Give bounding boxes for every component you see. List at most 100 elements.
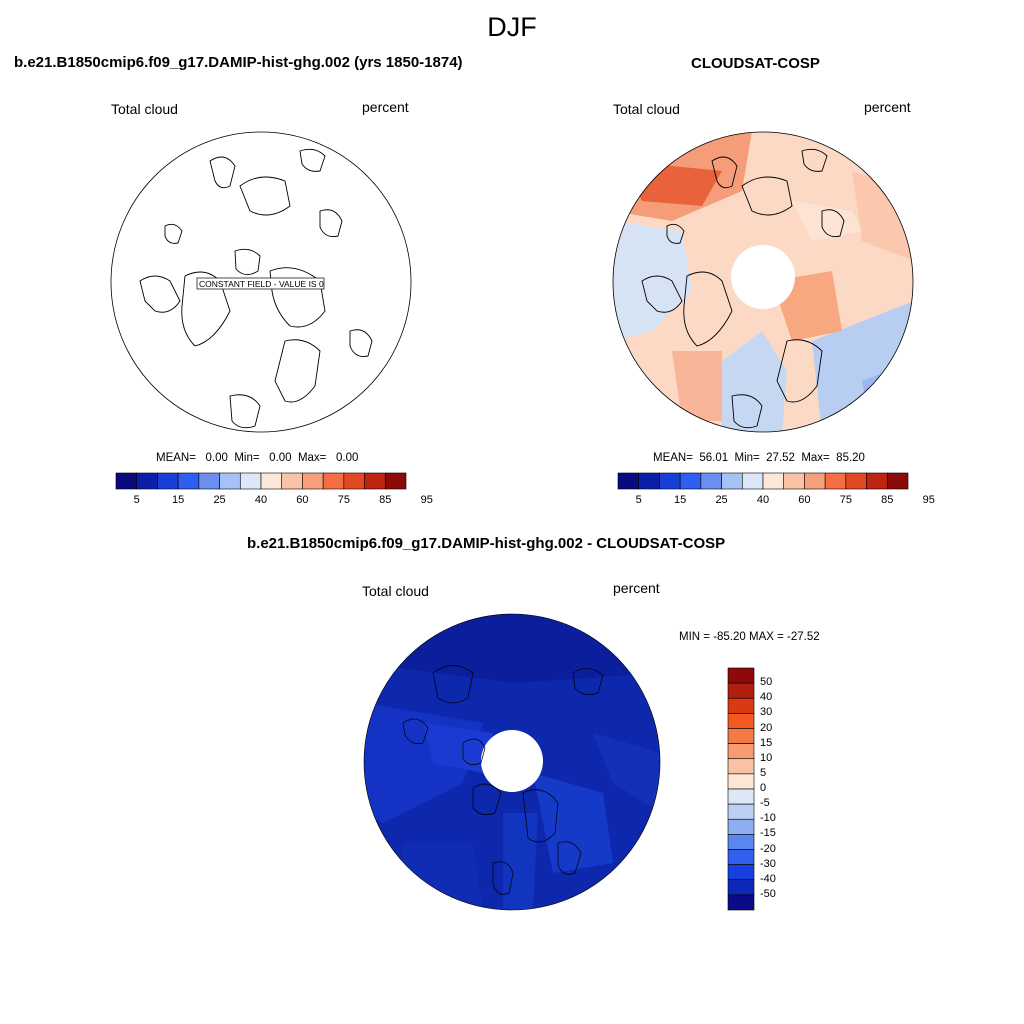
panel-left-colorbar-box xyxy=(364,472,386,490)
panel-diff-variable: Total cloud xyxy=(362,583,429,599)
panel-left-colorbar-tick-label: 25 xyxy=(213,494,226,506)
panel-left-colorbar-box xyxy=(157,472,179,490)
panel-left-colorbar-box xyxy=(322,472,345,490)
panel-diff-colorbar-tick-label: -10 xyxy=(760,812,776,825)
panel-left-colorbar-box xyxy=(260,472,283,490)
panel-diff-colorbar-box xyxy=(727,743,755,760)
page-title: DJF xyxy=(487,12,537,42)
panel-left-variable: Total cloud xyxy=(111,101,178,117)
panel-diff-colorbar-tick-label: 50 xyxy=(760,676,773,689)
panel-left-colorbar-tick-label: 75 xyxy=(337,494,350,506)
panel-right-units: percent xyxy=(864,99,911,115)
panel-right-variable: Total cloud xyxy=(613,101,680,117)
panel-left-colorbar-tick-label: 40 xyxy=(254,494,268,506)
panel-diff-colorbar-tick-label: -30 xyxy=(760,857,776,870)
panel-left-coastlines xyxy=(139,148,373,429)
panel-left-colorbar-box xyxy=(343,472,365,490)
panel-right-map xyxy=(612,131,914,433)
panel-right-colorbar-tick-label: 60 xyxy=(798,494,811,506)
panel-diff-map xyxy=(363,613,661,911)
panel-right-colorbar-box xyxy=(762,472,785,490)
panel-diff-colorbar-box xyxy=(727,682,755,699)
panel-diff-colorbar-tick-label: -50 xyxy=(760,887,776,900)
panel-diff-colorbar-box xyxy=(727,773,755,790)
panel-right-colorbar-box xyxy=(617,472,640,490)
panel-diff-colorbar-tick-label: 10 xyxy=(760,751,773,764)
panel-diff-colorbar-box xyxy=(727,728,755,744)
panel-diff-coastlines xyxy=(402,665,604,895)
panel-right-colorbar-box xyxy=(659,472,681,490)
panel-right-colorbar-tick-label: 40 xyxy=(756,494,770,506)
panel-diff-colorbar-tick-label: 15 xyxy=(760,736,773,749)
panel-diff-colorbar-tick-label: -5 xyxy=(760,797,770,810)
panel-diff-colorbar-tick-label: 40 xyxy=(760,691,773,704)
panel-left-colorbar-tick-label: 95 xyxy=(420,494,433,506)
panel-left-units: percent xyxy=(362,99,409,115)
panel-left-colorbar-box xyxy=(302,472,324,490)
panel-diff-colorbar-tick-label: -20 xyxy=(760,842,776,855)
panel-right-colorbar-box xyxy=(845,472,867,490)
panel-diff-colorbar-box xyxy=(727,894,755,911)
panel-diff-colorbar-tick-label: -15 xyxy=(760,827,776,840)
panel-diff-colorbar-box xyxy=(727,758,755,775)
panel-left-map xyxy=(110,131,412,433)
panel-left-colorbar-box xyxy=(219,472,241,490)
panel-right-colorbar-tick-label: 25 xyxy=(715,494,728,506)
panel-right-colorbar-tick-label: 95 xyxy=(922,494,935,506)
panel-left-title: b.e21.B1850cmip6.f09_g17.DAMIP-hist-ghg.… xyxy=(14,54,463,71)
panel-diff-colorbar-box xyxy=(727,697,755,714)
panel-left-colorbar-tick-label: 60 xyxy=(296,494,309,506)
panel-diff-colorbar-tick-label: 5 xyxy=(760,766,767,779)
panel-left-colorbar-box xyxy=(136,472,158,490)
panel-diff-colorbar-tick-label: 0 xyxy=(760,782,767,794)
panel-diff-colorbar-box xyxy=(727,834,755,850)
panel-left-colorbar-box xyxy=(384,472,407,490)
panel-right-colorbar-box xyxy=(700,472,722,490)
panel-left-colorbar-tick-label: 85 xyxy=(379,494,392,506)
panel-left-colorbar-tick-label: 15 xyxy=(172,494,185,506)
panel-diff-colorbar-box xyxy=(727,667,755,684)
panel-diff-colorbar-box xyxy=(727,818,755,835)
panel-right-stats: MEAN= 56.01 Min= 27.52 Max= 85.20 xyxy=(653,452,865,464)
panel-right-colorbar-box xyxy=(638,472,660,490)
panel-diff-units: percent xyxy=(613,580,660,596)
panel-diff-colorbar-box xyxy=(727,713,755,729)
panel-right-colorbar-ticks: 5 15 25 40 60 75 85 95 xyxy=(618,494,935,508)
panel-right-coastlines xyxy=(641,148,845,429)
panel-left-colorbar-tick-label: 5 xyxy=(133,494,140,506)
panel-left-colorbar-box xyxy=(115,472,138,490)
panel-diff-minmax: MIN = -85.20 MAX = -27.52 xyxy=(679,631,820,643)
panel-diff-colorbar-box xyxy=(727,864,755,881)
panel-right-colorbar-tick-label: 5 xyxy=(635,494,642,506)
panel-diff-colorbar-tick-label: 30 xyxy=(760,706,773,719)
panel-right-colorbar-box xyxy=(783,472,805,490)
panel-diff-colorbar-box xyxy=(727,849,755,865)
panel-diff-colorbar-box xyxy=(727,803,755,820)
panel-left-stats: MEAN= 0.00 Min= 0.00 Max= 0.00 xyxy=(156,452,359,464)
panel-diff-colorbar-box xyxy=(727,788,755,805)
panel-diff-colorbar-tick-label: 20 xyxy=(760,721,773,734)
panel-diff-colorbar-box xyxy=(727,879,755,896)
panel-right-colorbar-box xyxy=(679,472,702,490)
panel-left-colorbar-box xyxy=(239,472,262,490)
panel-right-colorbar-box xyxy=(721,472,743,490)
panel-right-colorbar-box xyxy=(824,472,847,490)
panel-diff-colorbar xyxy=(727,667,755,911)
panel-right-colorbar-tick-label: 85 xyxy=(881,494,894,506)
panel-right-colorbar xyxy=(617,472,909,490)
panel-left-colorbar-box xyxy=(198,472,220,490)
panel-right-colorbar-box xyxy=(886,472,909,490)
panel-right-colorbar-box xyxy=(804,472,826,490)
panel-right-colorbar-box xyxy=(741,472,764,490)
panel-left-constant-label: CONSTANT FIELD - VALUE IS 0 xyxy=(199,279,324,289)
panel-left-colorbar-box xyxy=(177,472,200,490)
panel-right-title: CLOUDSAT-COSP xyxy=(691,55,820,72)
panel-left-colorbar-box xyxy=(281,472,303,490)
panel-diff-colorbar-tick-label: -40 xyxy=(760,872,776,885)
panel-right-colorbar-tick-label: 15 xyxy=(674,494,687,506)
panel-diff-title: b.e21.B1850cmip6.f09_g17.DAMIP-hist-ghg.… xyxy=(247,535,726,552)
panel-left-colorbar-ticks: 5 15 25 40 60 75 85 95 xyxy=(116,494,433,508)
panel-left-colorbar xyxy=(115,472,407,490)
panel-right-colorbar-box xyxy=(866,472,888,490)
panel-diff-colorbar-ticks: 50 40 30 20 15 10 5 0 -5 -10 -15 -20 -30 -40 -50 xyxy=(760,668,800,910)
